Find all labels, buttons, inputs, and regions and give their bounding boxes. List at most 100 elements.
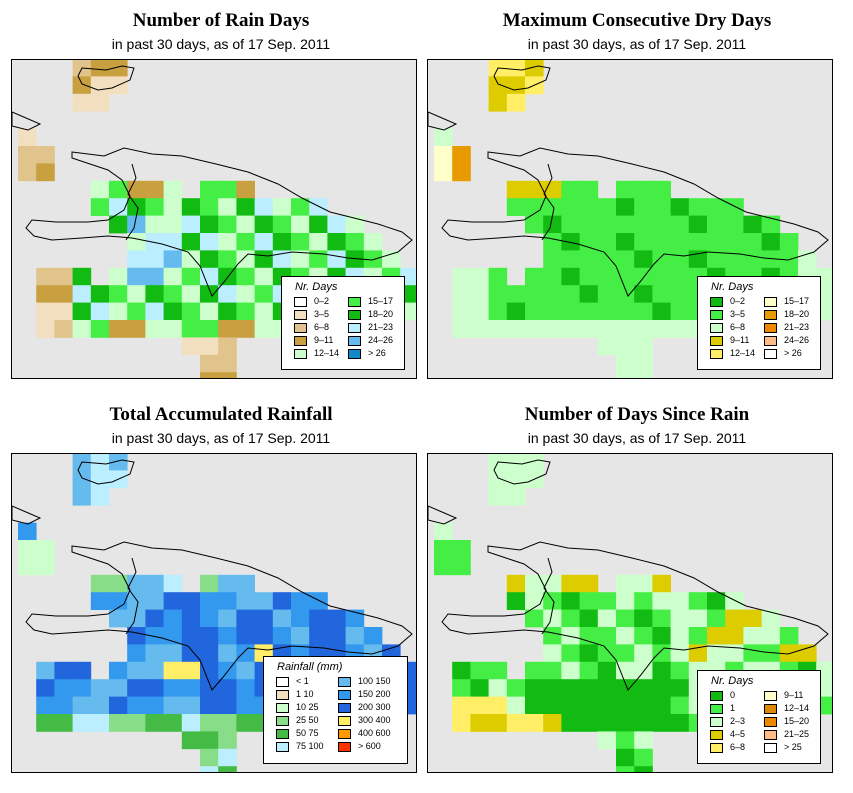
map-cell [163,574,183,593]
legend-title: Nr. Days [711,675,754,687]
map-cell [634,198,653,216]
map-cell [90,487,110,506]
map-cell [579,644,599,663]
map-cell [670,627,690,645]
map-cell [200,766,219,772]
map-cell [90,696,110,715]
legend-label: 21–25 [784,729,810,739]
coastline [441,541,829,691]
map-cell [181,679,201,697]
map-cell [579,320,599,338]
legend: Nr. Days 0–2 3–5 6–8 9–11 12–14 15–17 18–20 21–… [697,276,821,370]
map-cell [561,574,580,593]
map-cell [488,679,508,697]
map-cell [597,714,617,732]
map-cell [163,285,183,303]
map-cell [127,627,146,645]
map-cell [200,354,219,373]
map-cell [72,320,92,338]
map-cell [200,748,219,767]
map-cell [561,644,580,663]
map-cell [309,198,328,216]
map-cell [670,302,690,321]
legend-label: > 25 [784,742,802,752]
map-cell [163,180,183,199]
map-cell [670,661,690,680]
legend-swatch [338,677,351,687]
map-cell [634,337,653,356]
map-cell [616,609,635,628]
legend-label: 6–8 [730,742,746,752]
map-cell [670,609,690,628]
map-cell [36,285,55,303]
legend-label: 2–3 [730,716,746,726]
map-cell [452,267,471,286]
map-cell [506,714,526,732]
map-cell [634,250,653,269]
coastline [428,505,458,525]
map-cell [616,748,635,767]
map-cell [327,627,346,645]
map-cell [525,454,544,471]
map-cell [434,163,453,182]
map-cell [200,302,219,321]
map-cell [652,302,671,321]
map-cell [163,679,183,697]
map-cell [452,146,471,164]
map-cell [452,661,471,680]
map-cell [652,215,671,234]
map-cell [163,714,183,732]
map-cell [36,163,55,182]
map-cell [761,609,781,628]
legend-label: 0–2 [314,296,330,306]
map-cell [525,679,544,697]
map-cell [309,250,328,269]
map-cell [616,679,635,697]
map-cell [561,285,580,303]
map-cell [670,679,690,697]
coastline [12,111,42,131]
map-cell [579,592,599,610]
legend-label: 18–20 [784,309,810,319]
map-cell [145,696,164,715]
map-cell [236,267,255,286]
map-cell [127,302,146,321]
legend-swatch [710,349,723,359]
map-cell [561,180,580,199]
legend-swatch [338,703,351,713]
legend-swatch [710,336,723,346]
map-cell [90,574,110,593]
map-cell [163,644,183,663]
map-cell [525,661,544,680]
map-cell [652,285,671,303]
map-cell [254,215,274,234]
map-cell [90,320,110,338]
legend-label: 3–5 [314,309,330,319]
map-cell [236,627,255,645]
map-cell [798,250,817,269]
map-cell [634,320,653,338]
map-cell [634,696,653,715]
map-cell [181,644,201,663]
map-cell [597,233,617,251]
map-cell [200,731,219,750]
map-cell [145,679,164,697]
map-cell [254,250,274,269]
map-cell [561,714,580,732]
map-cell [452,302,471,321]
legend-swatch [276,742,289,752]
map-cell [163,696,183,715]
map-cell [127,198,146,216]
map-cell [36,146,55,164]
map-cell [707,233,726,251]
legend-label: > 26 [368,348,386,358]
panel-title: Number of Rain Days [132,10,310,31]
map-cell [688,215,708,234]
map-cell [145,267,164,286]
legend-swatch [338,690,351,700]
map-cell [163,250,183,269]
choropleth-map [12,60,416,378]
map-cell [163,267,183,286]
map-cell [670,198,690,216]
coastline [441,147,829,297]
